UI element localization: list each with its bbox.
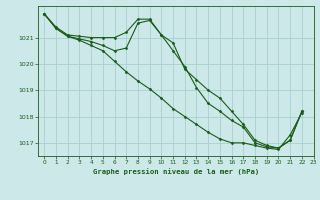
X-axis label: Graphe pression niveau de la mer (hPa): Graphe pression niveau de la mer (hPa)	[93, 168, 259, 175]
